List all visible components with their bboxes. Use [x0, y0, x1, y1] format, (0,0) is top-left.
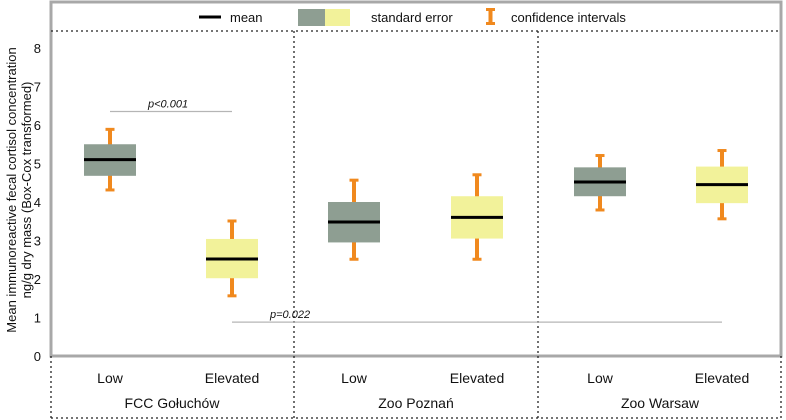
legend-se-label: standard error: [371, 10, 453, 25]
ci-cap-top-g1-low: [105, 127, 115, 131]
ci-cap-bottom-g3-low: [595, 208, 605, 212]
legend-mean-label: mean: [230, 10, 263, 25]
y-axis-label-line2: ng/g dry mass (Box-Cox transformed): [19, 82, 34, 299]
category-label-g2-elevated: Elevated: [450, 370, 504, 386]
category-label-g3-low: Low: [587, 370, 614, 386]
category-label-g3-elevated: Elevated: [695, 370, 749, 386]
y-tick-label-4: 4: [34, 195, 41, 210]
group-label-3: Zoo Warsaw: [621, 395, 700, 411]
legend-ci-label: confidence intervals: [511, 10, 626, 25]
y-tick-label-6: 6: [34, 118, 41, 133]
category-label-g1-low: Low: [97, 370, 124, 386]
ci-cap-top-g2-low: [349, 178, 359, 182]
legend-se-swatch-elevated: [325, 9, 350, 26]
category-label-g1-elevated: Elevated: [205, 370, 259, 386]
y-tick-label-8: 8: [34, 41, 41, 56]
significance-label-2: p=0.022: [269, 309, 310, 321]
category-label-g2-low: Low: [341, 370, 368, 386]
legend: mean standard error confidence intervals: [199, 8, 626, 26]
ci-cap-bottom-g1-elevated: [227, 294, 237, 298]
y-tick-label-5: 5: [34, 157, 41, 172]
y-tick-label-3: 3: [34, 234, 41, 249]
y-tick-label-0: 0: [34, 349, 41, 364]
group-label-2: Zoo Poznań: [378, 395, 454, 411]
y-tick-label-7: 7: [34, 80, 41, 95]
ci-cap-bottom-g2-elevated: [472, 257, 482, 261]
ci-cap-top-g3-elevated: [717, 149, 727, 153]
significance-label-1: p<0.001: [147, 99, 188, 111]
ci-cap-bottom-g1-low: [105, 188, 115, 192]
y-tick-label-2: 2: [34, 272, 41, 287]
group-label-1: FCC Gołuchów: [125, 395, 221, 411]
ci-cap-bottom-g2-low: [349, 257, 359, 261]
legend-ci-swatch: [486, 8, 495, 25]
ci-cap-bottom-g3-elevated: [717, 217, 727, 221]
legend-se-swatch-low: [298, 9, 325, 26]
ci-cap-top-g2-elevated: [472, 173, 482, 177]
y-axis-label-line1: Mean immunoreactive fecal cortisol conce…: [4, 47, 19, 332]
plot-frame: [49, 0, 783, 358]
ci-cap-top-g1-elevated: [227, 219, 237, 223]
ci-cap-top-g3-low: [595, 154, 605, 158]
y-tick-label-1: 1: [34, 311, 41, 326]
